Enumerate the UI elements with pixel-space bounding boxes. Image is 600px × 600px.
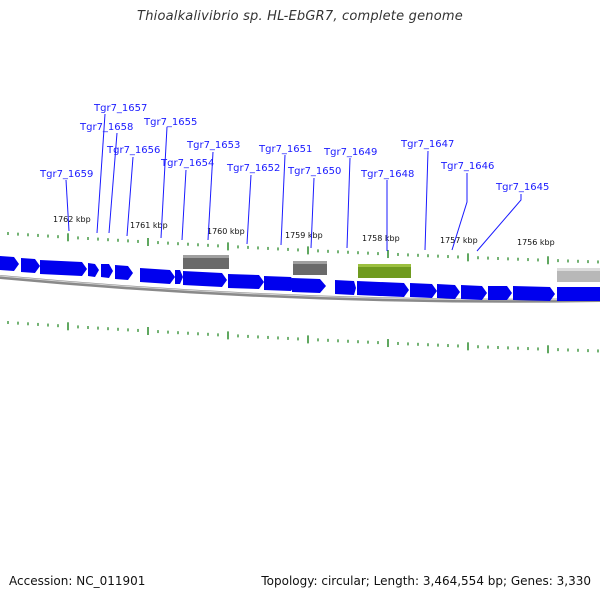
- gene-label[interactable]: Tgr7_1647: [400, 139, 454, 150]
- leader-line: [160, 126, 168, 239]
- feature-box[interactable]: [293, 261, 327, 275]
- accession-text: Accession: NC_011901: [9, 574, 146, 588]
- leader-line: [451, 173, 468, 251]
- gene-label[interactable]: Tgr7_1649: [323, 147, 377, 158]
- kbp-label: 1757 kbp: [440, 236, 478, 245]
- gene-label[interactable]: Tgr7_1651: [258, 144, 312, 155]
- gene-label[interactable]: Tgr7_1658: [79, 122, 133, 133]
- label-leaders: [65, 113, 522, 252]
- gene-arrow[interactable]: [0, 256, 19, 271]
- leader-line: [246, 174, 252, 245]
- leader-line: [181, 169, 187, 241]
- feature-boxes: [183, 255, 600, 282]
- kbp-label: 1756 kbp: [517, 238, 555, 247]
- gene-label[interactable]: Tgr7_1654: [160, 158, 214, 169]
- kbp-label: 1758 kbp: [362, 234, 400, 243]
- gene-label[interactable]: Tgr7_1652: [226, 163, 280, 174]
- gene-arrows: [0, 256, 600, 301]
- gene-arrow[interactable]: [140, 268, 175, 284]
- gene-arrow[interactable]: [292, 278, 326, 293]
- gene-label[interactable]: Tgr7_1656: [106, 145, 160, 156]
- gene-label[interactable]: Tgr7_1650: [287, 166, 341, 177]
- leader-line: [280, 154, 286, 246]
- leader-line: [96, 113, 106, 234]
- leader-line: [65, 179, 70, 232]
- gene-arrow[interactable]: [88, 263, 99, 277]
- gene-label[interactable]: Tgr7_1655: [143, 117, 197, 128]
- gene-arrow[interactable]: [228, 274, 264, 289]
- gene-arrow[interactable]: [115, 265, 133, 280]
- gene-labels: Tgr7_1657 Tgr7_1658 Tgr7_1655 Tgr7_1656 …: [39, 103, 549, 193]
- gene-arrow[interactable]: [513, 286, 555, 301]
- gene-label[interactable]: Tgr7_1659: [39, 169, 93, 180]
- genome-summary-text: Topology: circular; Length: 3,464,554 bp…: [261, 574, 591, 588]
- gene-label[interactable]: Tgr7_1653: [186, 140, 240, 151]
- feature-box[interactable]: [183, 255, 229, 269]
- gene-label[interactable]: Tgr7_1646: [440, 161, 494, 172]
- leader-line: [207, 151, 214, 241]
- feature-box-highlighted[interactable]: [358, 264, 411, 278]
- gene-arrow[interactable]: [410, 283, 437, 298]
- gene-arrow[interactable]: [557, 287, 600, 301]
- feature-box[interactable]: [557, 268, 600, 282]
- leader-line: [126, 156, 134, 237]
- gene-arrow[interactable]: [40, 260, 87, 276]
- genome-backbone: [0, 275, 600, 303]
- gene-arrow[interactable]: [357, 281, 409, 297]
- gene-arrow[interactable]: [183, 271, 227, 287]
- gene-arrow[interactable]: [101, 264, 113, 278]
- leader-line: [424, 150, 429, 251]
- kbp-label: 1760 kbp: [207, 227, 245, 236]
- gene-label[interactable]: Tgr7_1648: [360, 169, 414, 180]
- gene-arrow[interactable]: [21, 258, 40, 273]
- gene-arrow[interactable]: [335, 280, 356, 295]
- gene-arrow[interactable]: [175, 270, 183, 284]
- gene-arrow[interactable]: [437, 284, 460, 299]
- inner-scale-ticks: [7, 321, 599, 354]
- map-title: Thioalkalivibrio sp. HL-EbGR7, complete …: [137, 9, 463, 24]
- leader-line: [108, 132, 118, 234]
- outer-scale-ticks: [7, 232, 599, 265]
- gene-label[interactable]: Tgr7_1645: [495, 182, 549, 193]
- gene-arrow[interactable]: [488, 286, 512, 300]
- leader-line: [310, 177, 315, 249]
- kbp-label: 1762 kbp: [53, 215, 91, 224]
- kbp-label: 1761 kbp: [130, 221, 168, 230]
- gene-arrow[interactable]: [264, 276, 296, 291]
- leader-line: [346, 157, 351, 249]
- leader-line: [476, 194, 522, 252]
- gene-arrow[interactable]: [461, 285, 487, 300]
- gene-label[interactable]: Tgr7_1657: [93, 103, 147, 114]
- kbp-label: 1759 kbp: [285, 231, 323, 240]
- kbp-labels: 1762 kbp 1761 kbp 1760 kbp 1759 kbp 1758…: [53, 215, 555, 247]
